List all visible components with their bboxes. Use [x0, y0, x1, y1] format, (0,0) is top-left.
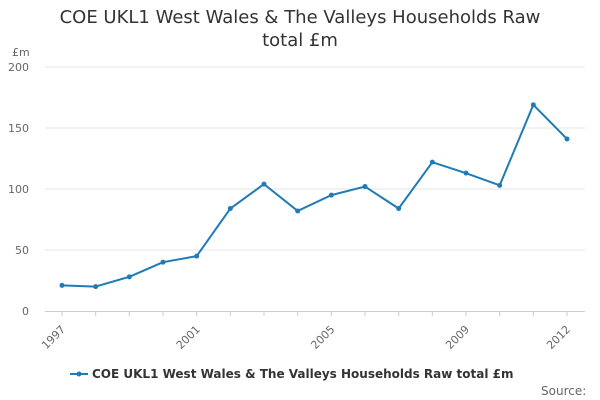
data-point-2003[interactable] [261, 181, 267, 187]
y-tick-label: 100 [8, 183, 29, 196]
data-point-2006[interactable] [362, 184, 368, 190]
x-tick-label: 2009 [443, 323, 472, 352]
x-tick-labels: 1997 2001 2005 2009 2012 [39, 323, 573, 352]
data-point-1998[interactable] [93, 284, 99, 290]
data-point-2002[interactable] [227, 206, 233, 212]
y-axis-label: £m [12, 46, 30, 59]
y-tick-label: 150 [8, 122, 29, 135]
chart-title: COE UKL1 West Wales & The Valleys Househ… [59, 7, 541, 51]
series-layer [59, 102, 570, 290]
data-point-2001[interactable] [194, 253, 200, 259]
x-tick-label: 1997 [39, 323, 68, 352]
data-point-2004[interactable] [295, 208, 301, 214]
data-point-2007[interactable] [396, 206, 402, 212]
data-point-2000[interactable] [160, 259, 166, 265]
legend-marker [76, 371, 82, 377]
data-point-2012[interactable] [564, 136, 570, 142]
legend-label: COE UKL1 West Wales & The Valleys Househ… [92, 367, 514, 381]
y-tick-label: 0 [22, 305, 29, 318]
data-point-1997[interactable] [59, 282, 65, 288]
data-point-1999[interactable] [126, 274, 132, 280]
source-label: Source: [541, 384, 586, 398]
data-point-2010[interactable] [497, 182, 503, 188]
y-tick-labels: 0 50 100 150 200 [8, 61, 29, 318]
data-point-2011[interactable] [530, 102, 536, 108]
axes [45, 311, 585, 316]
legend[interactable]: COE UKL1 West Wales & The Valleys Househ… [70, 367, 514, 381]
x-tick-label: 2001 [174, 323, 203, 352]
data-point-2005[interactable] [328, 192, 334, 198]
grid-lines [45, 66, 585, 251]
y-tick-label: 50 [15, 244, 29, 257]
y-tick-label: 200 [8, 61, 29, 74]
series-line [61, 103, 568, 288]
x-tick-label: 2005 [308, 323, 337, 352]
x-tick-label: 2012 [544, 323, 573, 352]
data-point-2008[interactable] [429, 159, 435, 165]
data-point-2009[interactable] [463, 170, 469, 176]
